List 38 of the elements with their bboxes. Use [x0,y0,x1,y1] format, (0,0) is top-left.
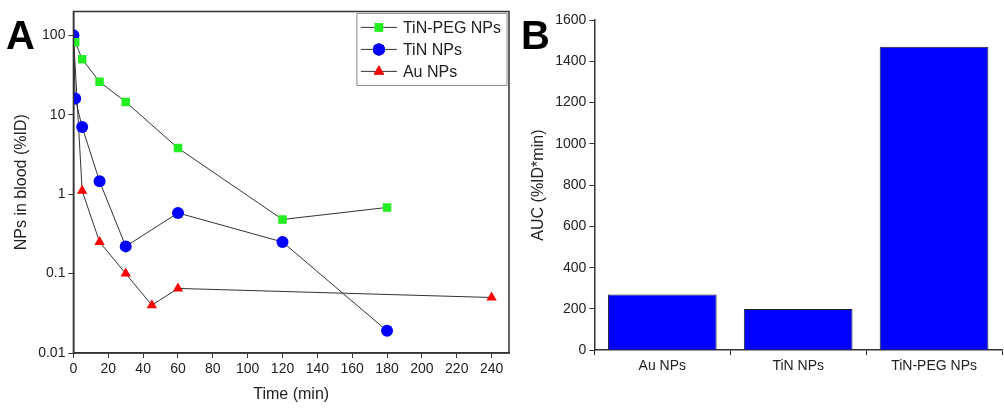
y-axis-title: NPs in blood (%ID) [12,114,30,251]
x-tick-label: 220 [445,360,469,377]
y-tick-label: 0 [578,341,587,358]
x-tick-label: 160 [340,360,365,377]
legend-label: TiN NPs [402,40,462,58]
text: A [6,13,35,58]
y-tick-label: 1 [57,185,66,202]
legend-label: Au NPs [402,62,458,80]
x-tick-label: 140 [305,360,330,377]
x-tick-label: Au NPs [638,357,687,374]
y-tick-label: 800 [562,175,587,192]
x-tick-label: 240 [479,360,504,377]
x-axis-title: Time (min) [253,384,330,402]
x-tick-label: TiN NPs [772,357,824,374]
y-tick-label: 0.01 [38,343,66,360]
y-tick-label: 600 [562,217,587,234]
text: B [521,13,550,58]
x-tick-label: 200 [410,360,434,377]
y-tick-label: 1600 [555,10,587,27]
y-tick-label: 200 [562,299,587,316]
x-tick-label: 0 [69,360,78,377]
x-tick-label: 80 [205,360,221,377]
y-tick-label: 1400 [555,52,587,69]
y-tick-label: 100 [42,26,66,43]
x-tick-label: 120 [270,360,295,377]
legend-label: TiN-PEG NPs [402,18,501,36]
y-axis-title: AUC (%ID*min) [529,129,547,241]
x-tick-label: 60 [170,360,186,377]
x-tick-label: TiN-PEG NPs [891,357,977,374]
x-tick-label: 180 [375,360,399,377]
x-tick-label: 40 [135,360,152,377]
y-tick-label: 1200 [555,93,587,110]
y-tick-label: 1000 [555,134,587,151]
y-tick-label: 0.1 [45,264,66,281]
x-tick-label: 100 [235,360,260,377]
x-tick-label: 20 [100,360,117,377]
y-tick-label: 10 [49,105,66,122]
y-tick-label: 400 [562,258,587,275]
